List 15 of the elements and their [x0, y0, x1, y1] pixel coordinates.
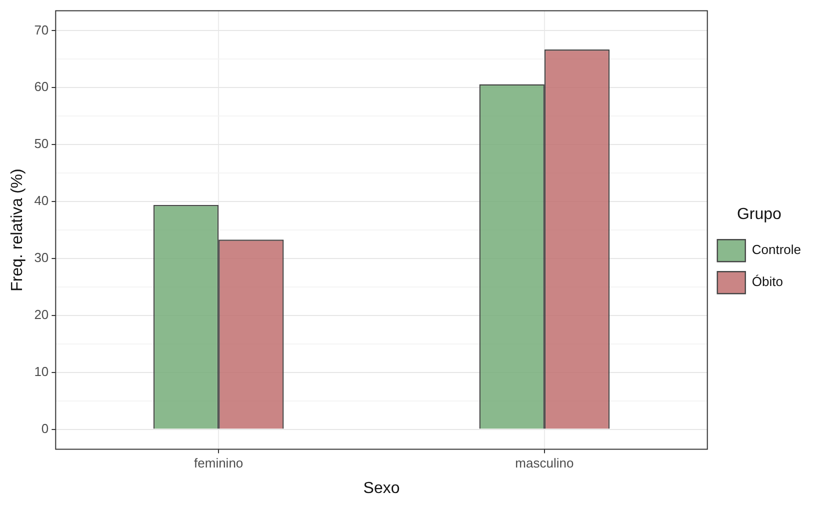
y-tick-label: 60: [34, 79, 49, 94]
legend-title: Grupo: [736, 206, 782, 223]
y-axis-title: Freq. relativa (%): [9, 168, 26, 292]
legend-label: Controle: [752, 242, 802, 258]
y-tick-label: 50: [34, 136, 49, 152]
x-axis-title: Sexo: [363, 480, 400, 497]
y-tick-label: 0: [41, 420, 49, 436]
y-tick-label: 10: [34, 364, 49, 379]
y-tick-label: 20: [34, 306, 49, 322]
x-tick-label: feminino: [194, 456, 244, 471]
y-tick-label: 30: [34, 250, 49, 266]
y-tick-label: 70: [34, 22, 49, 38]
legend-label: Óbito: [752, 274, 783, 290]
y-tick-label: 40: [34, 193, 49, 208]
x-tick-label: masculino: [515, 456, 574, 471]
